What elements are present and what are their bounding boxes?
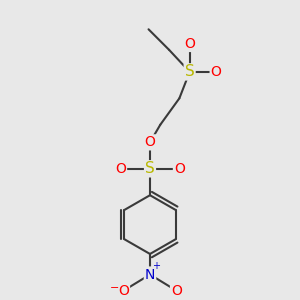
Text: O: O (145, 135, 155, 149)
Text: S: S (185, 64, 194, 80)
Text: O: O (115, 162, 126, 176)
Text: O: O (211, 65, 221, 79)
Text: O: O (118, 284, 129, 298)
Text: S: S (145, 161, 155, 176)
Text: O: O (171, 284, 182, 298)
Text: +: + (152, 261, 160, 271)
Text: N: N (145, 268, 155, 281)
Text: −: − (110, 283, 119, 293)
Text: O: O (174, 162, 185, 176)
Text: O: O (184, 37, 195, 51)
